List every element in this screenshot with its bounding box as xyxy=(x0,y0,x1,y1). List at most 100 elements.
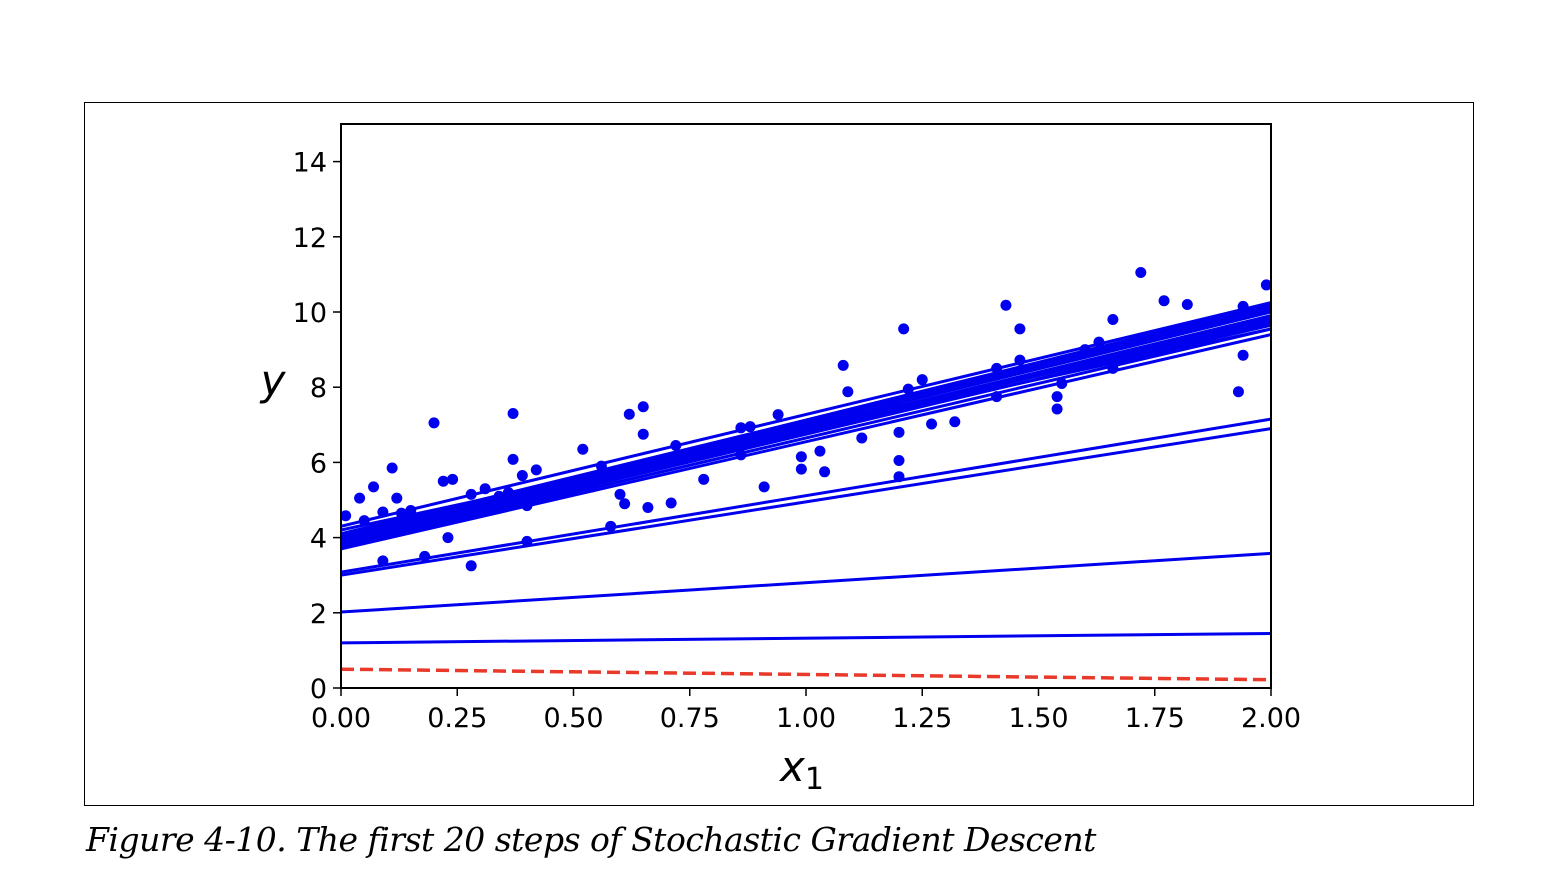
y-tick-label: 2 xyxy=(310,599,327,630)
data-point xyxy=(1014,354,1026,366)
data-point xyxy=(1181,298,1193,310)
figure-caption: Figure 4-10. The first 20 steps of Stoch… xyxy=(86,820,1096,859)
sgd-step-line-1 xyxy=(341,631,1271,645)
x-tick-label: 2.00 xyxy=(1241,703,1301,734)
data-point xyxy=(428,417,440,429)
data-point xyxy=(637,428,649,440)
x-tick-label: 0.25 xyxy=(427,703,487,734)
data-point xyxy=(758,481,770,493)
data-point xyxy=(354,492,366,504)
data-point xyxy=(586,481,598,493)
y-tick-label: 12 xyxy=(293,223,327,254)
data-point xyxy=(595,460,607,472)
data-point xyxy=(465,488,477,500)
data-point xyxy=(670,439,682,451)
data-point xyxy=(665,497,677,509)
data-point xyxy=(447,473,459,485)
data-point xyxy=(447,505,459,517)
sgd-step-line-2 xyxy=(341,551,1271,614)
data-point xyxy=(898,323,910,335)
data-point xyxy=(814,445,826,457)
data-point xyxy=(1107,314,1119,326)
data-point xyxy=(516,470,528,482)
y-tick-label: 10 xyxy=(293,298,327,329)
sgd-lines-layer xyxy=(341,301,1271,682)
data-point xyxy=(386,462,398,474)
data-points-layer xyxy=(341,267,1271,572)
data-point xyxy=(530,464,542,476)
data-point xyxy=(902,383,914,395)
data-point xyxy=(521,500,533,512)
data-point xyxy=(1051,403,1063,415)
y-tick-label: 8 xyxy=(310,373,327,404)
data-point xyxy=(368,481,380,493)
y-tick-label: 0 xyxy=(310,674,327,705)
sgd-step-line-3 xyxy=(341,427,1271,577)
data-point xyxy=(1000,299,1012,311)
data-point xyxy=(502,486,514,498)
plot-area xyxy=(341,124,1271,688)
data-point xyxy=(377,555,389,567)
x-tick-label: 0.50 xyxy=(543,703,603,734)
data-point xyxy=(1260,279,1271,291)
data-point xyxy=(465,560,477,572)
data-point xyxy=(819,466,831,478)
data-point xyxy=(577,443,589,455)
data-point xyxy=(842,386,854,398)
data-point xyxy=(391,492,403,504)
data-point xyxy=(1014,323,1026,335)
y-axis-label: y xyxy=(259,356,287,405)
x-tick-label: 1.00 xyxy=(776,703,836,734)
y-axis-ticks: 0 2 4 6 8 10 12 14 xyxy=(293,148,341,705)
data-point xyxy=(893,426,905,438)
data-point xyxy=(623,408,635,420)
data-point xyxy=(1093,336,1105,348)
data-point xyxy=(991,391,1003,403)
data-point xyxy=(795,451,807,463)
data-point xyxy=(926,418,938,430)
x-tick-label: 1.50 xyxy=(1008,703,1068,734)
x-tick-label: 0.00 xyxy=(311,703,371,734)
data-point xyxy=(637,401,649,413)
data-point xyxy=(837,359,849,371)
data-point xyxy=(442,532,454,544)
data-point xyxy=(949,416,961,428)
data-point xyxy=(1079,344,1091,356)
x-tick-label: 0.75 xyxy=(660,703,720,734)
data-point xyxy=(1237,300,1249,312)
x-axis-label-subscript: 1 xyxy=(805,762,824,797)
data-point xyxy=(619,498,631,510)
data-point xyxy=(893,455,905,467)
data-point xyxy=(395,507,407,519)
data-point xyxy=(893,471,905,483)
data-point xyxy=(888,400,900,412)
data-point xyxy=(772,409,784,421)
data-point xyxy=(521,535,533,547)
data-point xyxy=(1232,386,1244,398)
data-point xyxy=(642,502,654,514)
data-point xyxy=(698,473,710,485)
data-point xyxy=(856,432,868,444)
sgd-step-line-4 xyxy=(341,417,1271,574)
y-tick-label: 14 xyxy=(293,148,327,179)
data-point xyxy=(419,550,431,562)
data-point xyxy=(479,483,491,495)
data-point xyxy=(479,503,491,515)
x-tick-label: 1.25 xyxy=(892,703,952,734)
data-point xyxy=(916,374,928,386)
sgd-step-line-14 xyxy=(341,301,1271,528)
sgd-step-line-20 xyxy=(341,319,1271,540)
sgd-chart: 0.00 0.25 0.50 0.75 1.00 1.25 1.50 1.75 2.00 0 2 4… xyxy=(259,123,1301,797)
sgd-step-line-19 xyxy=(341,316,1271,548)
data-point xyxy=(507,453,519,465)
x-axis-label: x1 xyxy=(778,742,824,797)
data-point xyxy=(377,506,389,518)
data-point xyxy=(735,449,747,461)
data-point xyxy=(735,422,747,434)
data-point xyxy=(1107,362,1119,374)
data-point xyxy=(507,408,519,420)
data-point xyxy=(605,520,617,532)
data-point xyxy=(614,488,626,500)
figure-frame: 0.00 0.25 0.50 0.75 1.00 1.25 1.50 1.75 2.00 0 2 4… xyxy=(84,102,1474,806)
y-tick-label: 6 xyxy=(310,448,327,479)
